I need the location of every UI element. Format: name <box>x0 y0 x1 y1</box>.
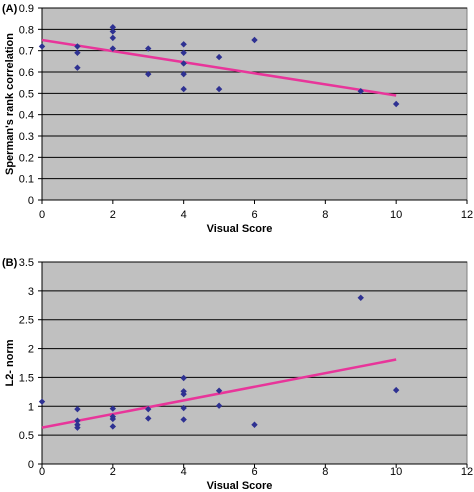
chart-b-y-tick-label: 1.5 <box>19 372 34 384</box>
chart-b-x-tick-label: 4 <box>181 466 187 478</box>
chart-b-data-point <box>251 421 258 428</box>
chart-a-y-tick-label: 0.7 <box>19 46 34 58</box>
chart-b-data-point <box>74 405 81 413</box>
chart-a-data-point <box>74 64 81 71</box>
chart-a-y-tick-label: 0.9 <box>19 3 34 15</box>
chart-a-data-point <box>109 45 117 52</box>
chart-a-data-point <box>215 85 223 93</box>
chart-b-data-point <box>145 405 152 413</box>
chart-a-data-point <box>180 70 187 78</box>
chart-a-data-point <box>215 53 223 61</box>
chart-a-y-tick-label: 0.6 <box>19 67 34 79</box>
chart-b-y-tick-label: 3 <box>28 286 34 298</box>
chart-a-data-point <box>74 49 81 56</box>
chart-b-panel-label: (B) <box>2 257 18 269</box>
chart-b-y-tick-label: 1 <box>28 401 34 413</box>
chart-a-data-point <box>145 70 152 78</box>
chart-b-data-point <box>74 417 81 424</box>
chart-a-data-point <box>251 36 258 44</box>
chart-a-x-axis-label: Visual Score <box>207 223 273 235</box>
chart-a-data-point <box>145 45 152 52</box>
chart-b-y-tick-label: 0 <box>28 459 34 471</box>
chart-a-y-tick-label: 0.8 <box>19 24 34 36</box>
chart-b-data-point <box>392 386 400 394</box>
chart-a-data-point <box>109 28 117 35</box>
chart-b-y-tick-label: 2.5 <box>19 315 34 327</box>
chart-b-y-tick-label: 0.5 <box>19 430 34 442</box>
chart-b-data-point <box>145 415 152 422</box>
chart-b-x-tick-label: 0 <box>39 466 45 478</box>
chart-a-y-axis-label: Sperman's rank correlation <box>4 33 16 175</box>
chart-a-data-point <box>38 43 46 50</box>
chart-b-y-tick-label: 2 <box>28 344 34 356</box>
chart-a-panel-label: (A) <box>2 3 18 15</box>
chart-a-x-tick-label: 0 <box>39 209 45 221</box>
chart-a-y-tick-label: 0.4 <box>19 110 34 122</box>
chart-a-data-point <box>74 43 81 50</box>
chart-a-data-point <box>180 49 187 56</box>
chart-b-data-point <box>215 402 223 409</box>
chart-a-y-tick-label: 0.1 <box>19 174 34 186</box>
chart-b-x-tick-label: 6 <box>251 466 257 478</box>
chart-b-data-point <box>74 424 81 431</box>
chart-a-data-point <box>180 41 187 48</box>
chart-b-y-tick-label: 3.5 <box>19 257 34 269</box>
chart-a-x-tick-label: 6 <box>251 209 257 221</box>
chart-b-x-axis-label: Visual Score <box>207 480 273 492</box>
chart-b-x-tick-label: 12 <box>461 466 473 478</box>
chart-a-x-tick-label: 2 <box>110 209 116 221</box>
chart-a-data-point <box>392 100 400 108</box>
chart-a-x-tick-label: 8 <box>322 209 328 221</box>
chart-b-data-point <box>357 294 364 301</box>
chart-b-data-point <box>109 415 117 423</box>
chart-a-data-point <box>109 24 117 31</box>
chart-b-plot-area <box>41 261 468 465</box>
chart-a-x-tick-label: 12 <box>461 209 473 221</box>
chart-b-x-tick-label: 2 <box>110 466 116 478</box>
chart-b-data-point <box>180 390 187 398</box>
chart-b-data-point <box>180 416 187 423</box>
chart-b-x-tick-label: 10 <box>390 466 402 478</box>
chart-a-y-tick-label: 0.2 <box>19 152 34 164</box>
chart-b-data-point <box>38 398 46 405</box>
chart-b-data-point <box>109 423 117 430</box>
chart-a-data-point <box>357 88 364 95</box>
chart-b-y-axis-label: L2- norm <box>4 339 16 386</box>
chart-b-data-point <box>109 405 117 412</box>
chart-a-data-point <box>180 60 187 67</box>
chart-a-x-tick-label: 4 <box>181 209 187 221</box>
chart-b-x-tick-label: 8 <box>322 466 328 478</box>
chart-a-data-point <box>180 85 187 93</box>
chart-a-x-tick-label: 10 <box>390 209 402 221</box>
chart-b-data-point <box>215 387 223 394</box>
chart-a-y-tick-label: 0.3 <box>19 131 34 143</box>
chart-b-data-point <box>180 404 187 412</box>
chart-a-y-tick-label: 0 <box>28 195 34 207</box>
chart-b-data-point <box>180 374 187 382</box>
chart-a-trendline <box>41 38 397 97</box>
chart-a-y-tick-label: 0.5 <box>19 88 34 100</box>
chart-a-data-point <box>109 34 117 42</box>
